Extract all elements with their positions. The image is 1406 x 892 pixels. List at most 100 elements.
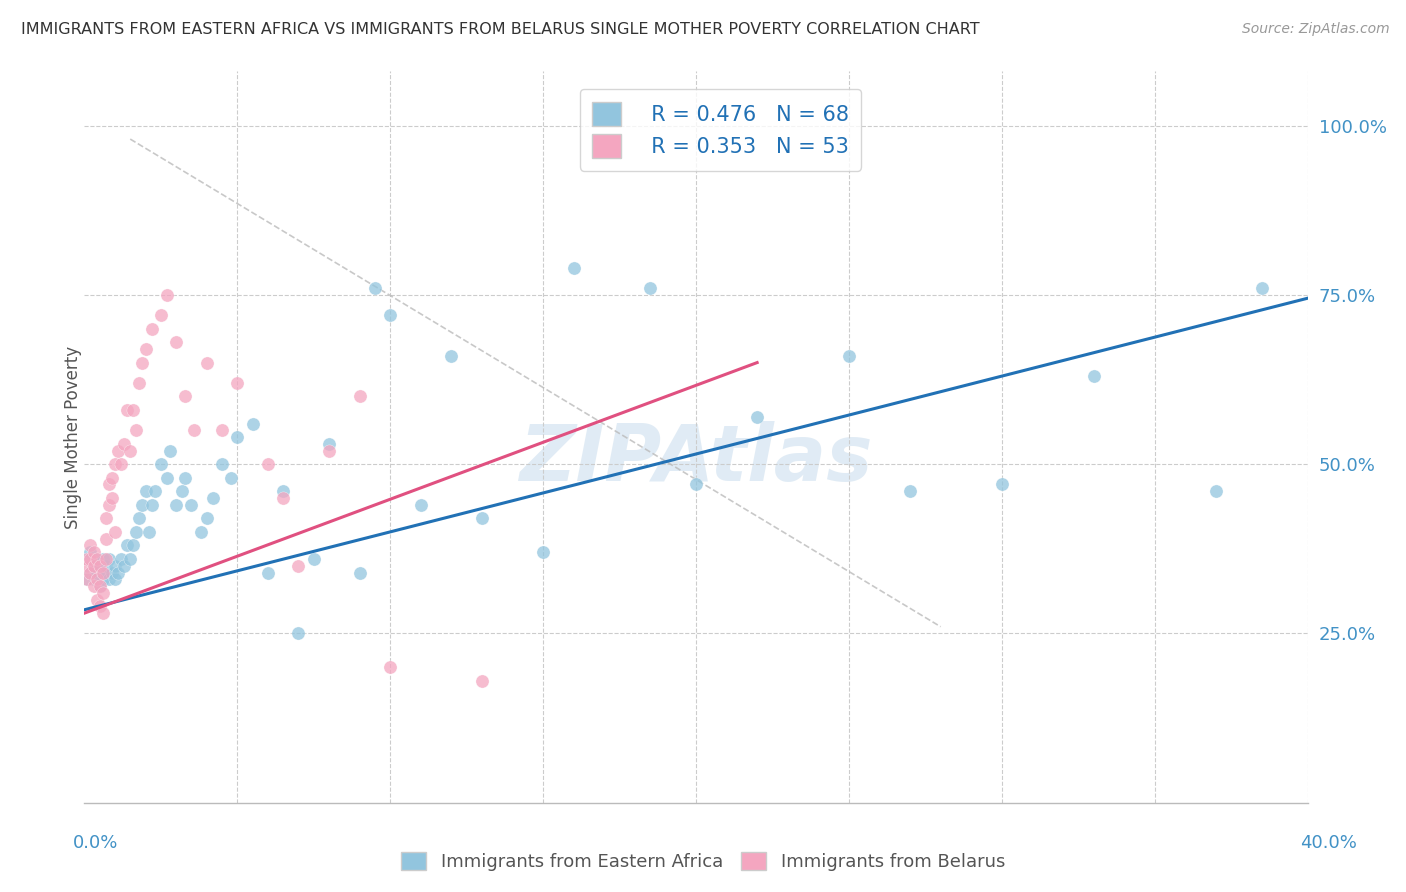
Point (409, 498, 432, 512)
Point (91, 572, 114, 586)
Point (104, 572, 127, 586)
Point (138, 524, 160, 539)
Point (156, 288, 179, 302)
Point (120, 443, 142, 458)
Point (86, 566, 108, 580)
Point (1250, 281, 1272, 295)
Point (149, 457, 172, 471)
Point (86, 552, 108, 566)
Point (115, 403, 138, 417)
Point (318, 437, 340, 451)
Point (76, 552, 98, 566)
Point (83, 579, 105, 593)
Point (638, 281, 661, 295)
Point (349, 389, 371, 403)
Point (110, 552, 132, 566)
Point (195, 511, 218, 525)
Point (101, 566, 124, 580)
Point (112, 437, 135, 451)
Point (86, 592, 108, 607)
Point (159, 443, 181, 458)
Text: 40.0%: 40.0% (1301, 834, 1357, 852)
Point (149, 308, 172, 322)
Point (174, 389, 197, 403)
Point (211, 423, 233, 437)
Point (141, 498, 163, 512)
Point (143, 484, 166, 499)
Point (89, 579, 111, 593)
Point (91, 606, 114, 620)
Point (685, 477, 707, 491)
Point (242, 417, 264, 431)
Point (141, 322, 163, 336)
Point (94, 511, 117, 525)
Point (79, 566, 101, 580)
Point (112, 558, 135, 573)
Point (91, 552, 114, 566)
Point (89, 599, 111, 614)
Point (91, 586, 114, 600)
Point (76, 552, 98, 566)
Point (76, 572, 98, 586)
Text: IMMIGRANTS FROM EASTERN AFRICA VS IMMIGRANTS FROM BELARUS SINGLE MOTHER POVERTY : IMMIGRANTS FROM EASTERN AFRICA VS IMMIGR… (21, 22, 980, 37)
Point (83, 558, 105, 573)
Point (440, 349, 463, 363)
Point (122, 403, 145, 417)
Point (122, 538, 145, 552)
Point (180, 498, 202, 512)
Point (76, 558, 98, 573)
Point (101, 491, 124, 505)
Point (83, 572, 105, 586)
Point (79, 545, 101, 559)
Point (135, 342, 157, 356)
Point (201, 491, 224, 505)
Point (211, 457, 233, 471)
Point (86, 572, 108, 586)
Point (156, 471, 179, 485)
Point (120, 552, 142, 566)
Point (349, 566, 371, 580)
Point (174, 471, 197, 485)
Point (531, 545, 554, 559)
Point (190, 524, 212, 539)
Point (318, 443, 340, 458)
Point (107, 443, 129, 458)
Point (97, 552, 120, 566)
Point (128, 376, 150, 390)
Point (79, 552, 101, 566)
Point (1205, 484, 1227, 499)
Point (131, 498, 153, 512)
Point (471, 511, 494, 525)
Point (125, 423, 148, 437)
Point (226, 376, 249, 390)
Point (94, 558, 117, 573)
Point (898, 484, 921, 499)
Point (83, 558, 105, 573)
Point (97, 572, 120, 586)
Point (1083, 369, 1105, 384)
Point (991, 477, 1014, 491)
Point (128, 511, 150, 525)
Point (89, 558, 111, 573)
Point (131, 355, 153, 369)
Point (838, 349, 860, 363)
Point (110, 457, 132, 471)
Point (271, 491, 294, 505)
Point (271, 484, 294, 499)
Legend:   R = 0.476   N = 68,   R = 0.353   N = 53: R = 0.476 N = 68, R = 0.353 N = 53 (579, 89, 862, 170)
Point (226, 430, 249, 444)
Point (287, 558, 309, 573)
Text: 0.0%: 0.0% (73, 834, 118, 852)
Point (125, 524, 148, 539)
Point (79, 566, 101, 580)
Point (104, 457, 127, 471)
Point (195, 355, 218, 369)
Point (183, 423, 205, 437)
Point (257, 457, 280, 471)
Point (83, 545, 105, 559)
Point (94, 552, 117, 566)
Point (94, 566, 117, 580)
Point (380, 308, 402, 322)
Point (471, 673, 494, 688)
Point (135, 484, 157, 499)
